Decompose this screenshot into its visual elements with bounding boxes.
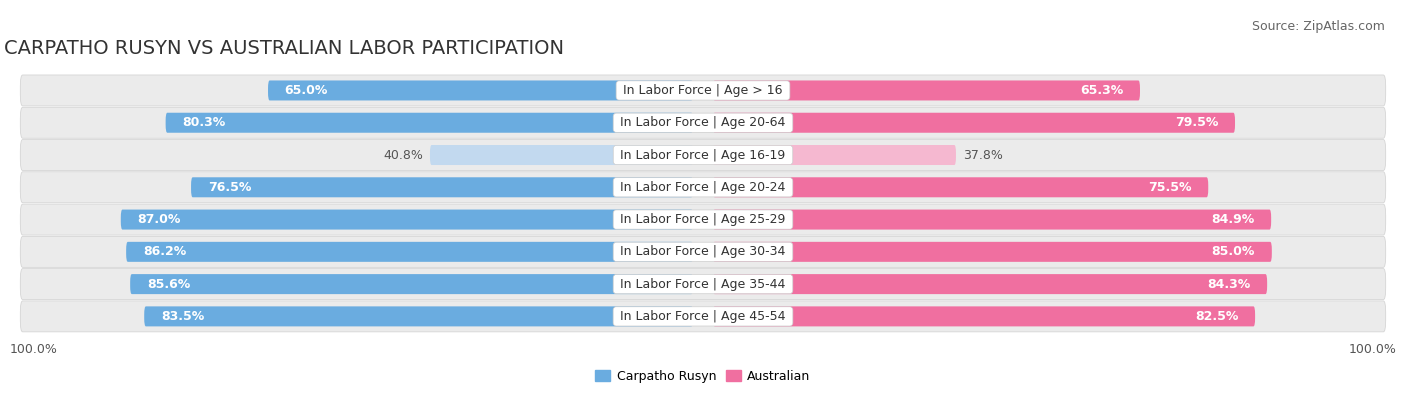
Text: 80.3%: 80.3%	[183, 116, 225, 129]
Text: 40.8%: 40.8%	[384, 149, 423, 162]
Text: In Labor Force | Age 25-29: In Labor Force | Age 25-29	[616, 213, 790, 226]
FancyBboxPatch shape	[20, 204, 1386, 235]
FancyBboxPatch shape	[713, 274, 1267, 294]
Text: 37.8%: 37.8%	[963, 149, 1002, 162]
FancyBboxPatch shape	[127, 242, 693, 262]
FancyBboxPatch shape	[121, 210, 693, 229]
Text: 65.0%: 65.0%	[285, 84, 328, 97]
Text: 82.5%: 82.5%	[1195, 310, 1239, 323]
Text: In Labor Force | Age 30-34: In Labor Force | Age 30-34	[616, 245, 790, 258]
Text: CARPATHO RUSYN VS AUSTRALIAN LABOR PARTICIPATION: CARPATHO RUSYN VS AUSTRALIAN LABOR PARTI…	[4, 40, 564, 58]
FancyBboxPatch shape	[145, 307, 693, 326]
FancyBboxPatch shape	[713, 177, 1208, 197]
Text: 84.3%: 84.3%	[1208, 278, 1250, 291]
Text: 85.0%: 85.0%	[1212, 245, 1256, 258]
FancyBboxPatch shape	[713, 210, 1271, 229]
FancyBboxPatch shape	[20, 172, 1386, 203]
Text: 65.3%: 65.3%	[1080, 84, 1123, 97]
FancyBboxPatch shape	[713, 242, 1272, 262]
Text: 83.5%: 83.5%	[160, 310, 204, 323]
Text: In Labor Force | Age 35-44: In Labor Force | Age 35-44	[616, 278, 790, 291]
FancyBboxPatch shape	[20, 139, 1386, 171]
Text: In Labor Force | Age 16-19: In Labor Force | Age 16-19	[616, 149, 790, 162]
Legend: Carpatho Rusyn, Australian: Carpatho Rusyn, Australian	[591, 365, 815, 388]
Text: 84.9%: 84.9%	[1211, 213, 1254, 226]
Text: 76.5%: 76.5%	[208, 181, 252, 194]
FancyBboxPatch shape	[713, 307, 1256, 326]
FancyBboxPatch shape	[20, 269, 1386, 299]
FancyBboxPatch shape	[20, 107, 1386, 138]
Text: Source: ZipAtlas.com: Source: ZipAtlas.com	[1251, 20, 1385, 33]
FancyBboxPatch shape	[713, 145, 956, 165]
Text: 79.5%: 79.5%	[1175, 116, 1218, 129]
Text: 86.2%: 86.2%	[143, 245, 186, 258]
FancyBboxPatch shape	[20, 236, 1386, 267]
Text: 87.0%: 87.0%	[138, 213, 181, 226]
FancyBboxPatch shape	[20, 75, 1386, 106]
FancyBboxPatch shape	[269, 81, 693, 100]
FancyBboxPatch shape	[20, 301, 1386, 332]
FancyBboxPatch shape	[713, 113, 1234, 133]
FancyBboxPatch shape	[191, 177, 693, 197]
FancyBboxPatch shape	[713, 81, 1140, 100]
Text: In Labor Force | Age 45-54: In Labor Force | Age 45-54	[616, 310, 790, 323]
FancyBboxPatch shape	[166, 113, 693, 133]
Text: In Labor Force | Age 20-24: In Labor Force | Age 20-24	[616, 181, 790, 194]
Text: 75.5%: 75.5%	[1149, 181, 1191, 194]
Text: 85.6%: 85.6%	[146, 278, 190, 291]
Text: In Labor Force | Age > 16: In Labor Force | Age > 16	[619, 84, 787, 97]
FancyBboxPatch shape	[430, 145, 693, 165]
FancyBboxPatch shape	[131, 274, 693, 294]
Text: In Labor Force | Age 20-64: In Labor Force | Age 20-64	[616, 116, 790, 129]
